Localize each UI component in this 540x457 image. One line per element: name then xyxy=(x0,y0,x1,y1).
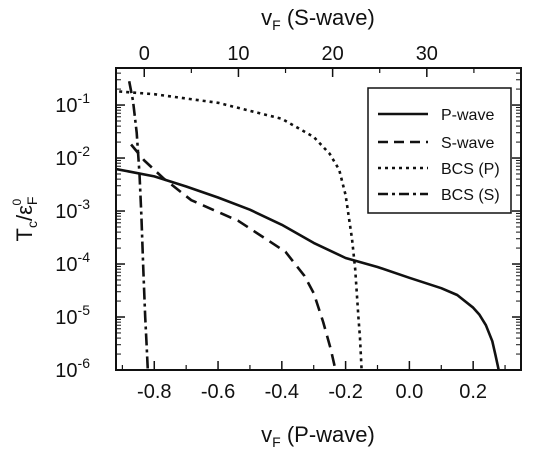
legend-label-bcs-p: BCS (P) xyxy=(441,161,500,178)
series-line-p-wave xyxy=(116,167,500,370)
top-tick-label: 30 xyxy=(416,43,438,65)
series-line-bcs-s xyxy=(127,81,150,370)
axes-layer: -0.8 -0.6 -0.4 -0.2 0.0 0.2 0 10 20 30 10-1 10-2 10-… xyxy=(55,43,521,403)
y-tick-label: 10-4 xyxy=(55,249,90,276)
legend-label-s-wave: S-wave xyxy=(441,135,494,152)
legend-label-bcs-s: BCS (S) xyxy=(441,187,500,204)
top-tick-label: 10 xyxy=(227,43,249,65)
top-axis-title: vF (S-wave) xyxy=(261,5,375,33)
x-axis-title: vF (P-wave) xyxy=(261,422,375,450)
legend-box xyxy=(367,87,512,214)
x-tick-label: 0.2 xyxy=(459,381,487,403)
top-tick-label: 20 xyxy=(322,43,344,65)
series-line-bcs-p xyxy=(119,90,363,370)
legend: P-wave S-wave BCS (P) BCS (S) xyxy=(367,87,512,214)
legend-label-p-wave: P-wave xyxy=(441,107,494,124)
y-tick-label: 10-1 xyxy=(55,90,90,117)
x-tick-label: -0.4 xyxy=(265,381,299,403)
x-tick-label: -0.6 xyxy=(201,381,235,403)
x-tick-label: -0.8 xyxy=(137,381,171,403)
top-tick-label: 0 xyxy=(139,43,150,65)
y-axis-title: Tc/εF0 xyxy=(10,197,40,242)
x-tick-label: -0.2 xyxy=(328,381,362,403)
y-tick-label: 10-5 xyxy=(55,302,90,329)
series-layer xyxy=(116,81,500,370)
y-tick-label: 10-2 xyxy=(55,143,90,170)
y-tick-label: 10-3 xyxy=(55,196,90,223)
series-line-s-wave xyxy=(130,143,337,370)
y-tick-label: 10-6 xyxy=(55,355,90,382)
x-tick-label: 0.0 xyxy=(395,381,423,403)
